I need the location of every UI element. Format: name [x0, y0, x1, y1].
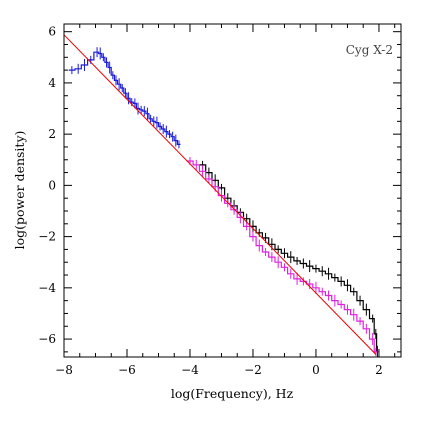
chart-annotation: Cyg X-2 — [346, 43, 393, 57]
y-axis-title: log(power density) — [12, 131, 27, 250]
series-line-0 — [68, 51, 181, 145]
y-tick-label: −4 — [38, 281, 56, 295]
series-line-1 — [199, 164, 379, 353]
x-tick-label: 0 — [312, 363, 320, 377]
y-tick-label: 0 — [48, 178, 56, 192]
x-tick-label: −2 — [244, 363, 262, 377]
ticks-layer: −8 −6 −4 −2 0 2 −6 −4 −2 0 2 4 6 — [38, 24, 401, 377]
plot-frame — [63, 23, 402, 358]
y-tick-label: 6 — [48, 25, 56, 39]
x-tick-label: 2 — [375, 363, 383, 377]
series-group — [64, 34, 379, 357]
series-layer — [64, 34, 379, 357]
y-tick-label: 4 — [48, 76, 56, 90]
x-tick-label: −4 — [181, 363, 199, 377]
series-line-3 — [64, 34, 377, 355]
y-tick-label: 2 — [48, 127, 56, 141]
x-tick-label: −6 — [118, 363, 136, 377]
x-tick-label: −8 — [55, 363, 73, 377]
x-axis-title: log(Frequency), Hz — [171, 386, 294, 401]
y-tick-label: −2 — [38, 230, 56, 244]
y-tick-label: −6 — [38, 332, 56, 346]
